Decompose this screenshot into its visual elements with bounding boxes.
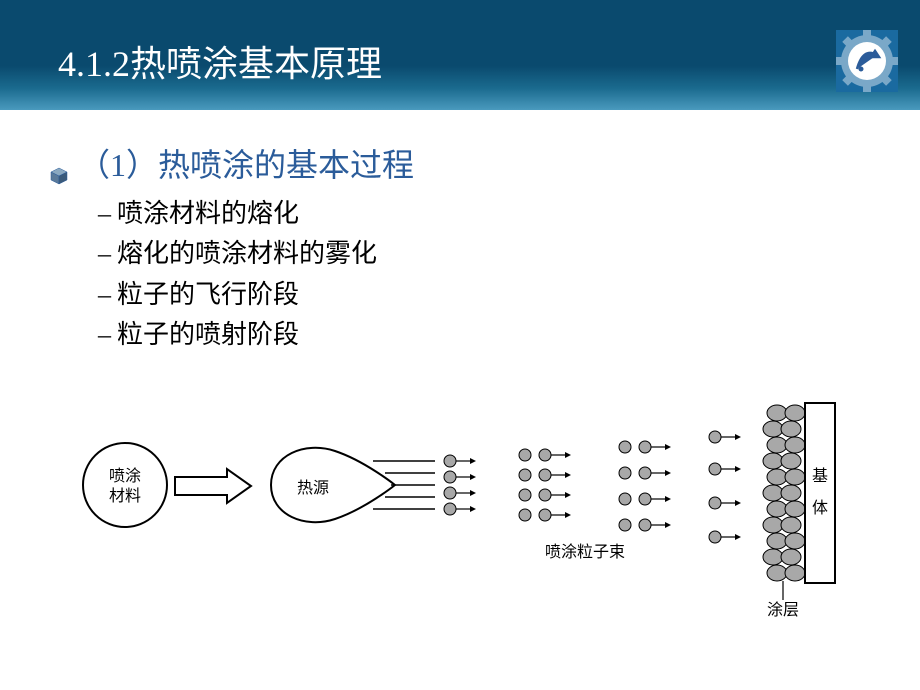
- sub-item-label: 喷涂材料的熔化: [117, 199, 299, 228]
- main-bullet-row: （1）热喷涂的基本过程: [50, 140, 870, 186]
- substrate-label-1: 基: [812, 467, 828, 485]
- dash-icon: –: [98, 199, 111, 228]
- dash-icon: –: [98, 320, 111, 349]
- main-bullet-label: （1）热喷涂的基本过程: [78, 147, 414, 183]
- header-bar: 4.1.2热喷涂基本原理: [0, 0, 920, 110]
- flow-arrow-icon: [175, 469, 251, 503]
- sub-item: –喷涂材料的熔化: [98, 194, 870, 234]
- heat-source: 热源: [271, 448, 395, 522]
- material-label-1: 喷涂: [109, 467, 141, 485]
- sub-item: –粒子的喷射阶段: [98, 315, 870, 355]
- sub-item-label: 粒子的喷射阶段: [117, 320, 299, 349]
- particle-beam: [444, 431, 741, 543]
- sub-item-label: 熔化的喷涂材料的雾化: [117, 239, 377, 268]
- dash-icon: –: [98, 239, 111, 268]
- heat-source-label: 热源: [297, 479, 329, 497]
- sub-item: –熔化的喷涂材料的雾化: [98, 234, 870, 274]
- coating: 涂层: [763, 405, 805, 619]
- material-label-2: 材料: [109, 487, 141, 505]
- cube-bullet-icon: [50, 156, 68, 174]
- substrate-label-2: 体: [812, 499, 828, 517]
- dash-icon: –: [98, 280, 111, 309]
- substrate: 基 体: [805, 403, 835, 583]
- sub-item: –粒子的飞行阶段: [98, 275, 870, 315]
- content-area: （1）热喷涂的基本过程 –喷涂材料的熔化 –熔化的喷涂材料的雾化 –粒子的飞行阶…: [0, 110, 920, 355]
- coating-label: 涂层: [767, 601, 799, 619]
- sub-item-label: 粒子的飞行阶段: [117, 280, 299, 309]
- material-circle: [83, 443, 167, 527]
- page-title: 4.1.2热喷涂基本原理: [58, 35, 382, 87]
- beam-label: 喷涂粒子束: [545, 543, 625, 561]
- logo: [836, 30, 898, 92]
- thermal-spray-diagram: 喷涂 材料 热源: [55, 385, 865, 620]
